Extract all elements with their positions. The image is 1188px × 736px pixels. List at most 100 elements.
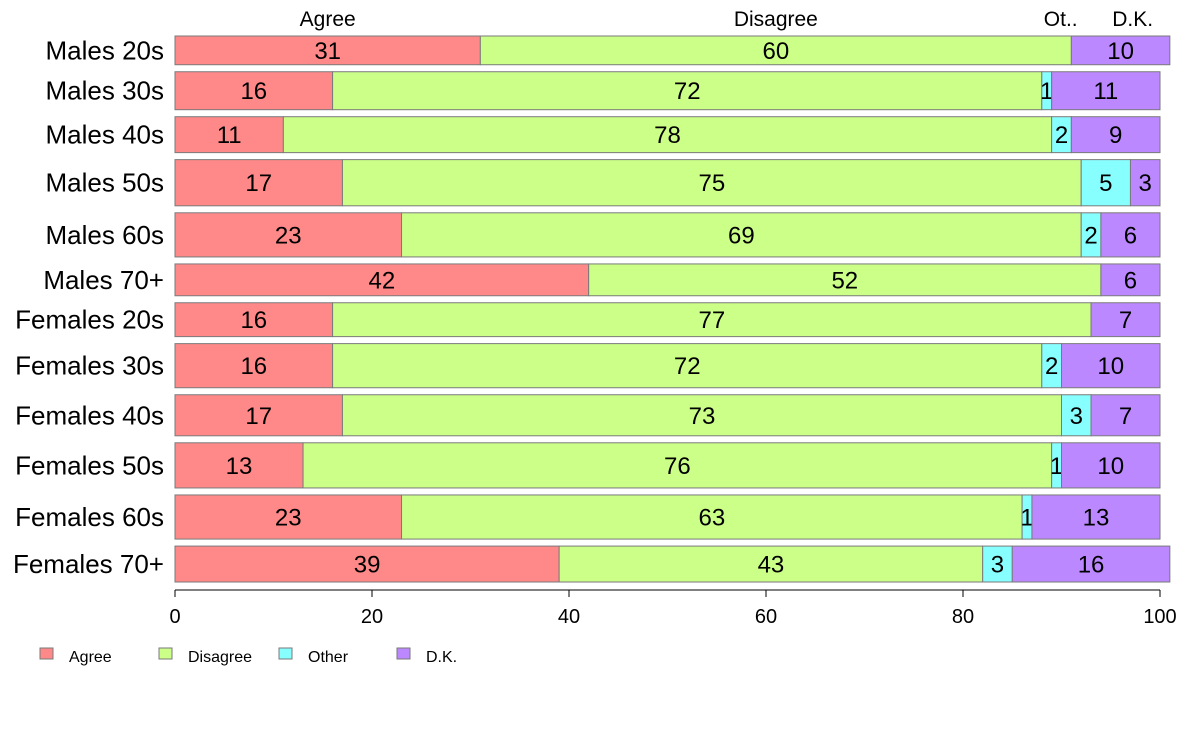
top-label-agree: Agree bbox=[300, 8, 356, 31]
category-label: Females 70+ bbox=[13, 549, 164, 579]
data-label-disagree: 63 bbox=[698, 505, 725, 532]
bar-segment-d-k bbox=[1129, 159, 1161, 207]
bar-segment-d-k bbox=[1061, 442, 1161, 489]
bar-segment-d-k bbox=[1090, 302, 1161, 338]
category-label: Males 20s bbox=[46, 35, 165, 65]
bar-segment-disagree bbox=[332, 343, 1043, 389]
legend-swatch bbox=[278, 647, 293, 660]
data-label-disagree: 43 bbox=[758, 552, 785, 579]
bar-segment-disagree bbox=[332, 302, 1092, 338]
legend-item-d-k: D.K. bbox=[396, 647, 457, 666]
data-label-other: 2 bbox=[1055, 122, 1068, 149]
data-label-agree: 16 bbox=[240, 353, 267, 380]
bar-segment-disagree bbox=[332, 71, 1043, 111]
bar-row-males-50s: Males 50s 17 75 5 3 bbox=[46, 159, 1161, 207]
bar-segment-disagree bbox=[479, 35, 1072, 66]
category-label: Males 30s bbox=[46, 76, 165, 106]
legend-label: Agree bbox=[69, 649, 112, 666]
data-label-d-k: 11 bbox=[1093, 78, 1118, 105]
data-label-other: 5 bbox=[1099, 170, 1112, 197]
data-label-disagree: 76 bbox=[664, 453, 691, 480]
data-label-other: 1 bbox=[1050, 453, 1063, 480]
bar-segment-other bbox=[1061, 394, 1092, 437]
bar-segment-disagree bbox=[401, 494, 1023, 540]
data-label-d-k: 6 bbox=[1124, 267, 1137, 294]
bar-row-males-40s: Males 40s 11 78 2 9 bbox=[46, 116, 1161, 154]
data-label-disagree: 60 bbox=[762, 38, 789, 65]
data-label-d-k: 7 bbox=[1119, 307, 1132, 334]
bar-row-males-20s: Males 20s 31 60 10 bbox=[46, 35, 1171, 66]
x-tick-label: 60 bbox=[755, 606, 777, 628]
bar-segment-disagree bbox=[558, 545, 984, 583]
legend: Agree Disagree Other D.K. bbox=[39, 647, 457, 666]
legend-swatch bbox=[39, 647, 54, 660]
bar-segment-agree bbox=[174, 442, 304, 489]
bar-row-females-50s: Females 50s 13 76 1 10 bbox=[15, 442, 1161, 489]
bar-segment-agree bbox=[174, 116, 284, 154]
bar-segment-d-k bbox=[1011, 545, 1171, 583]
bar-segment-agree bbox=[174, 394, 343, 437]
bar-segment-agree bbox=[174, 343, 334, 389]
x-axis: 0 20 40 60 80 100 bbox=[169, 589, 1177, 628]
data-label-other: 2 bbox=[1045, 353, 1058, 380]
data-label-agree: 23 bbox=[275, 222, 302, 249]
data-label-agree: 23 bbox=[275, 505, 302, 532]
bar-segment-disagree bbox=[588, 263, 1102, 297]
bar-segment-d-k bbox=[1031, 494, 1161, 540]
data-label-disagree: 72 bbox=[674, 78, 701, 105]
top-label-disagree: Disagree bbox=[734, 8, 818, 31]
data-label-other: 2 bbox=[1084, 222, 1097, 249]
bar-segment-agree bbox=[174, 302, 334, 338]
bar-segment-d-k bbox=[1100, 212, 1161, 258]
data-label-d-k: 3 bbox=[1139, 170, 1152, 197]
bar-segment-d-k bbox=[1051, 71, 1161, 111]
data-label-agree: 42 bbox=[368, 267, 395, 294]
data-label-d-k: 16 bbox=[1078, 552, 1105, 579]
data-label-other: 3 bbox=[1070, 403, 1083, 430]
data-label-d-k: 9 bbox=[1109, 122, 1122, 149]
bar-segment-agree bbox=[174, 494, 403, 540]
bar-segment-disagree bbox=[341, 159, 1082, 207]
bar-segment-agree bbox=[174, 212, 403, 258]
data-label-disagree: 52 bbox=[831, 267, 858, 294]
legend-label: Disagree bbox=[188, 649, 252, 666]
data-label-d-k: 10 bbox=[1097, 453, 1124, 480]
legend-label: D.K. bbox=[426, 649, 457, 666]
bar-segment-disagree bbox=[282, 116, 1053, 154]
data-label-other: 1 bbox=[1020, 505, 1033, 532]
category-label: Females 60s bbox=[15, 502, 164, 532]
data-label-agree: 17 bbox=[245, 170, 272, 197]
bar-row-males-70-plus: Males 70+ 42 52 6 bbox=[43, 263, 1161, 297]
top-label-other: Ot.. bbox=[1044, 8, 1078, 31]
data-label-agree: 16 bbox=[240, 78, 267, 105]
top-label-dk: D.K. bbox=[1112, 8, 1153, 31]
data-label-d-k: 6 bbox=[1124, 222, 1137, 249]
bar-segment-d-k bbox=[1070, 116, 1161, 154]
bar-row-females-70-plus: Females 70+ 39 43 3 16 bbox=[13, 545, 1171, 583]
bar-segment-agree bbox=[174, 159, 343, 207]
bar-row-females-40s: Females 40s 17 73 3 7 bbox=[15, 394, 1161, 437]
data-label-disagree: 75 bbox=[698, 170, 725, 197]
data-label-d-k: 10 bbox=[1107, 38, 1134, 65]
bar-segment-d-k bbox=[1061, 343, 1161, 389]
data-label-agree: 13 bbox=[226, 453, 253, 480]
data-label-d-k: 7 bbox=[1119, 403, 1132, 430]
bar-segment-d-k bbox=[1100, 263, 1161, 297]
data-label-agree: 16 bbox=[240, 307, 267, 334]
data-label-disagree: 69 bbox=[728, 222, 755, 249]
x-tick-label: 0 bbox=[169, 606, 180, 628]
category-label: Females 50s bbox=[15, 450, 164, 480]
x-tick-label: 40 bbox=[558, 606, 580, 628]
category-label: Females 40s bbox=[15, 400, 164, 430]
bar-segment-d-k bbox=[1090, 394, 1161, 437]
bar-row-females-30s: Females 30s 16 72 2 10 bbox=[15, 343, 1161, 389]
bar-segment-disagree bbox=[401, 212, 1082, 258]
category-label: Males 40s bbox=[46, 120, 165, 150]
bar-segment-disagree bbox=[341, 394, 1062, 437]
legend-swatch bbox=[158, 647, 173, 660]
legend-swatch bbox=[396, 647, 411, 660]
data-label-d-k: 13 bbox=[1083, 505, 1110, 532]
data-label-agree: 11 bbox=[217, 122, 242, 149]
